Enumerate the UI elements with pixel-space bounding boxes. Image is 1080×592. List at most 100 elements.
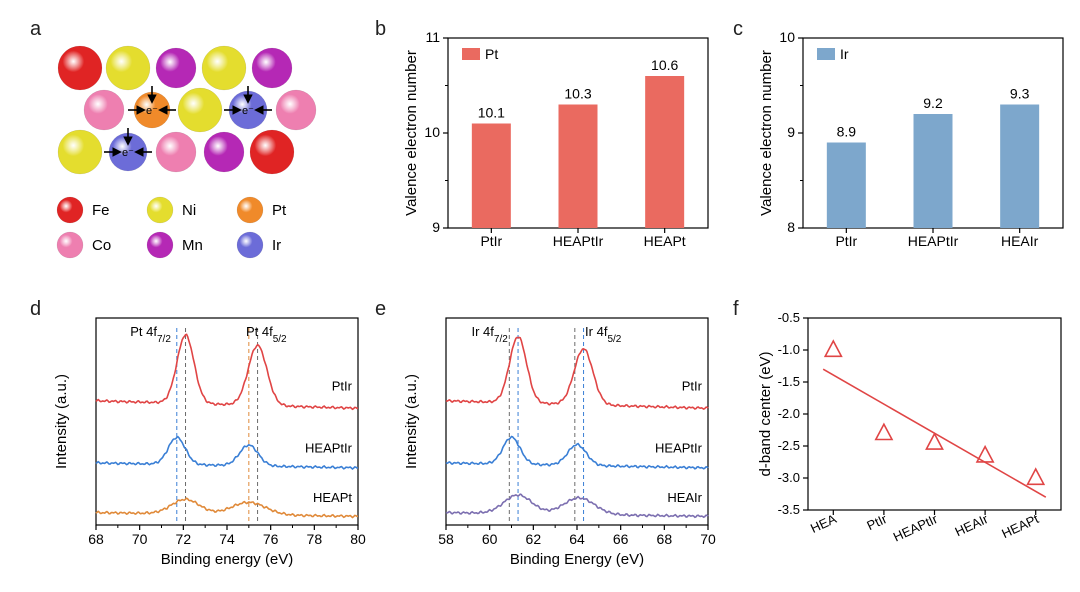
atom [178,88,222,132]
peak-label: Ir 4f5/2 [585,324,622,345]
svg-text:76: 76 [263,531,279,547]
svg-text:66: 66 [613,531,629,547]
svg-text:-2.0: -2.0 [778,406,800,421]
legend-label: Pt [485,46,498,62]
svg-text:-2.5: -2.5 [778,438,800,453]
svg-text:8: 8 [787,219,795,235]
y-axis-label: Intensity (a.u.) [403,374,420,469]
svg-text:-3.5: -3.5 [778,502,800,517]
series-label: HEAPtIr [655,441,703,456]
svg-text:78: 78 [307,531,323,547]
svg-text:-3.0: -3.0 [778,470,800,485]
x-tick-label: PtIr [480,233,502,249]
svg-text:11: 11 [425,29,440,45]
svg-text:10: 10 [779,29,795,45]
panel-label-b: b [375,18,386,41]
legend-label: Mn [182,237,203,254]
panel-label-d: d [30,298,41,321]
atom [84,90,124,130]
bar [827,143,866,229]
series-label: PtIr [682,378,703,393]
svg-text:64: 64 [569,531,585,547]
bar [559,105,598,229]
peak-label: Pt 4f5/2 [246,324,287,345]
legend-swatch [817,48,835,60]
bar-value-label: 10.3 [564,86,591,102]
panel-d: 68707274767880PtIrHEAPtIrHEAPtPt 4f7/2Pt… [48,310,368,570]
spectrum-PtIr [96,334,358,409]
legend-swatch [462,48,480,60]
legend-swatch [57,232,83,258]
panel-label-f: f [733,298,739,321]
x-tick-label: HEA [808,511,839,536]
svg-text:70: 70 [700,531,716,547]
legend-swatch [237,232,263,258]
legend-swatch [147,197,173,223]
svg-text:74: 74 [219,531,235,547]
y-axis-label: Intensity (a.u.) [53,374,70,469]
svg-text:-0.5: -0.5 [778,310,800,325]
bar [1000,105,1039,229]
series-label: PtIr [332,378,353,393]
data-point [825,341,841,356]
svg-text:80: 80 [350,531,366,547]
svg-text:70: 70 [132,531,148,547]
svg-text:68: 68 [88,531,104,547]
atom [156,48,196,88]
data-point [1028,469,1044,484]
svg-text:-1.0: -1.0 [778,342,800,357]
data-point [876,424,892,439]
electron-label: e⁻ [242,105,254,117]
atom [58,46,102,90]
bar [645,76,684,228]
bar-value-label: 9.3 [1010,86,1030,102]
svg-text:9: 9 [432,219,440,235]
peak-label: Ir 4f7/2 [472,324,509,345]
y-axis-label: Valence electron number [403,50,420,216]
x-tick-label: HEAPtIr [908,233,959,249]
svg-text:10: 10 [424,124,440,140]
bar-value-label: 10.1 [478,105,505,121]
panel-c: 8 9 10 8.9 PtIr 9.2 HEAPtIr 9.3 HEAIr Valence ele… [753,28,1073,263]
atom [202,46,246,90]
panel-e: 58 60 62 64 66 68 70 PtIr HEAPtIr HEAIr Ir 4f7/2 Ir… [398,310,718,570]
series-label: HEAIr [667,490,702,505]
atom [204,132,244,172]
x-tick-label: PtIr [864,511,889,533]
electron-label: e⁻ [122,147,134,159]
y-axis-label: d-band center (eV) [757,351,774,476]
x-tick-label: HEAIr [1001,233,1039,249]
svg-text:68: 68 [657,531,673,547]
legend-label: Ir [272,237,281,254]
bar [472,124,511,229]
svg-text:9: 9 [787,124,795,140]
x-axis-label: Binding Energy (eV) [510,551,644,568]
svg-text:58: 58 [438,531,454,547]
bar-value-label: 9.2 [923,95,943,111]
x-tick-label: HEAPt [644,233,686,249]
svg-text:60: 60 [482,531,498,547]
x-tick-label: HEAPtIr [891,511,941,545]
bar [914,114,953,228]
x-tick-label: HEAPtIr [553,233,604,249]
atom [58,130,102,174]
legend-label: Pt [272,202,287,219]
legend-label: Fe [92,202,110,219]
atom [156,132,196,172]
y-axis-label: Valence electron number [758,50,775,216]
x-axis-label: Binding energy (eV) [161,551,294,568]
legend-label: Ni [182,202,196,219]
x-tick-label: PtIr [835,233,857,249]
atom [106,46,150,90]
panel-label-c: c [733,18,743,41]
atom [250,130,294,174]
peak-label: Pt 4f7/2 [130,324,171,345]
panel-a: e⁻e⁻e⁻FeNiPtCoMnIr [50,40,350,280]
series-label: HEAPtIr [305,441,353,456]
series-label: HEAPt [313,490,352,505]
svg-text:62: 62 [526,531,542,547]
bar-value-label: 8.9 [837,124,857,140]
legend-label: Ir [840,46,849,62]
atom [276,90,316,130]
legend-swatch [237,197,263,223]
